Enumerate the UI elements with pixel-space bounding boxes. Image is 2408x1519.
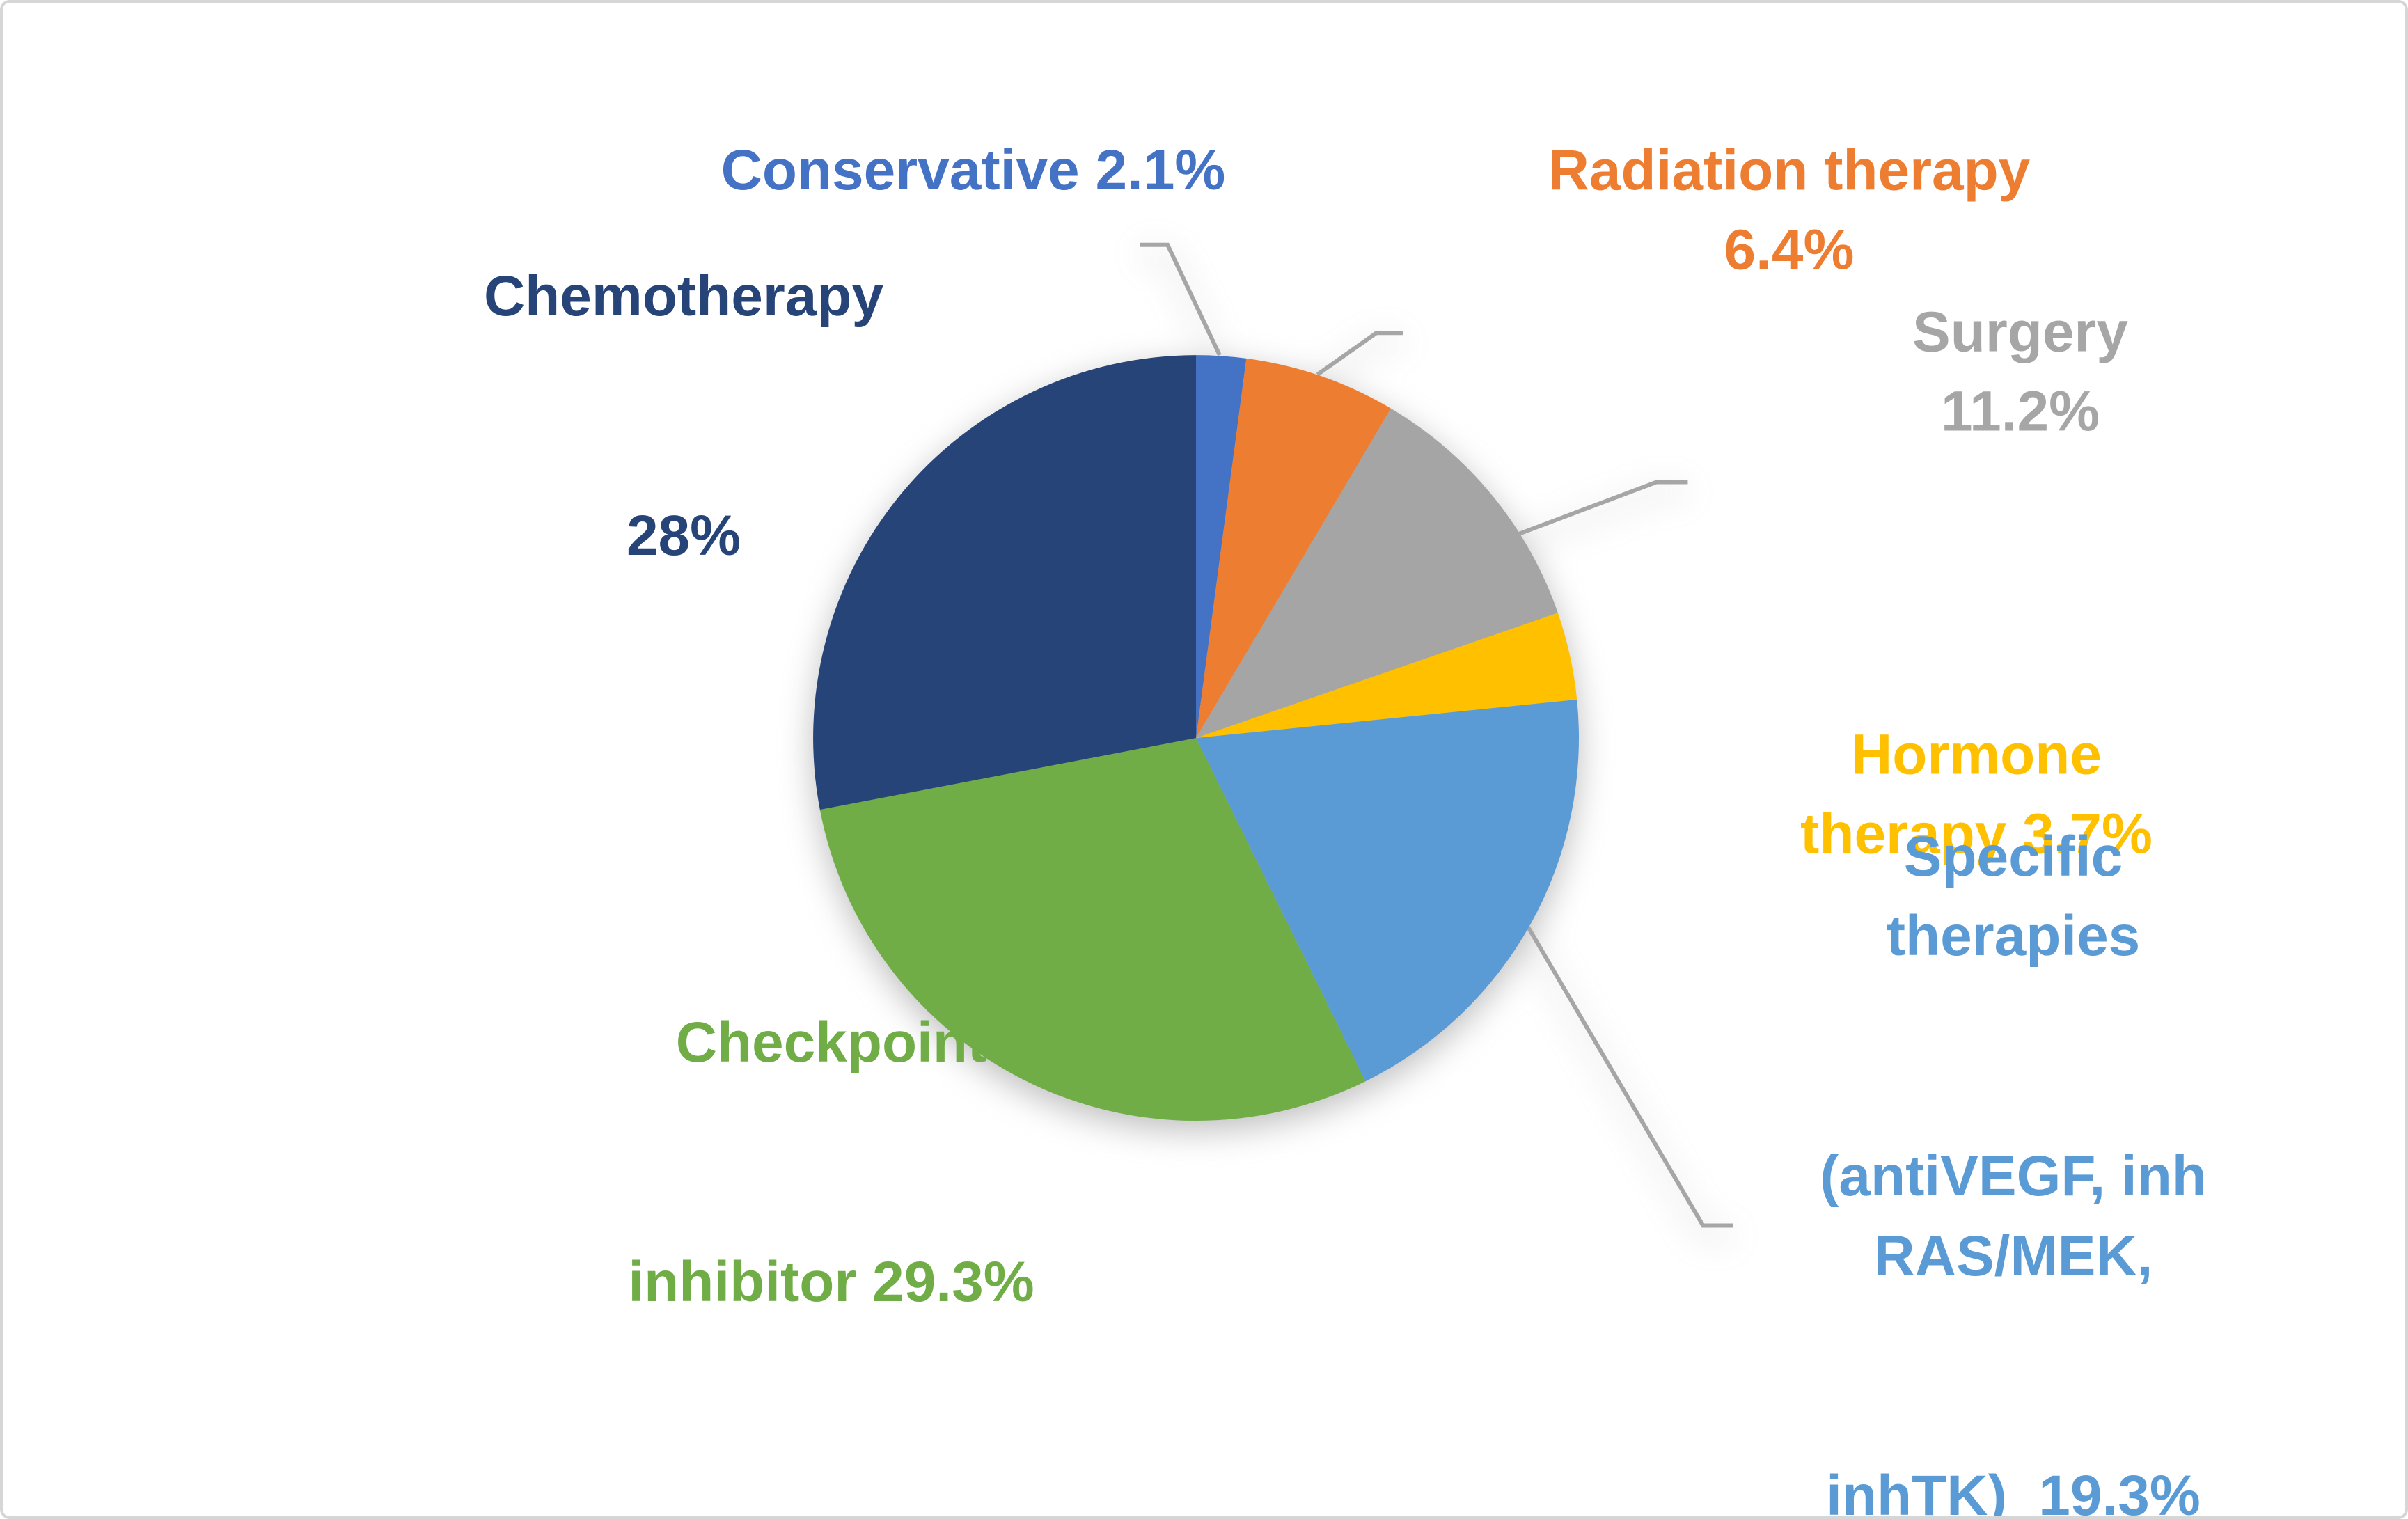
label-hormone-therapy-text: Hormone therapy 3.7% xyxy=(1800,723,2153,866)
label-conservative-text: Conservative 2.1% xyxy=(721,138,1226,202)
pie-slice-chemotherapy xyxy=(813,355,1197,810)
pie-slice-radiation-therapy xyxy=(1196,358,1392,739)
leader-radiation-therapy xyxy=(1316,331,1403,377)
label-radiation-therapy-text: Radiation therapy 6.4% xyxy=(1548,139,2062,282)
pie-slice-conservative xyxy=(1196,355,1247,739)
leader-specific-therapies xyxy=(1526,926,1733,1228)
label-specific-therapies-line2: (antiVEGF, inh RAS/MEK, xyxy=(1820,1144,2223,1288)
label-chemotherapy-line2: 28% xyxy=(626,503,741,567)
label-checkpoint-inhibitor-line2: inhibitor 29.3% xyxy=(628,1250,1034,1314)
label-hormone-therapy: Hormone therapy 3.7% xyxy=(1762,556,2191,1035)
leader-surgery xyxy=(1484,480,1688,549)
leader-lines xyxy=(1140,242,1733,1228)
pie xyxy=(813,355,1580,1121)
label-conservative: Conservative 2.1% xyxy=(721,3,1226,370)
pie-slice-checkpoint-inhibitor xyxy=(819,738,1366,1121)
label-surgery-text: Surgery 11.2% xyxy=(1912,300,2144,443)
pie-slice-hormone-therapy xyxy=(1196,613,1577,739)
label-specific-therapies-line1: Specific therapies xyxy=(1886,824,2141,968)
label-radiation-therapy: Radiation therapy 6.4% xyxy=(1481,3,2098,450)
label-chemotherapy: Chemotherapy 28% xyxy=(484,97,883,736)
label-chemotherapy-line1: Chemotherapy xyxy=(483,264,884,328)
label-surgery: Surgery 11.2% xyxy=(1828,133,2213,613)
label-checkpoint-inhibitor: Checkpoint inhibitor 29.3% xyxy=(628,843,1034,1482)
pie-slice-surgery xyxy=(1196,408,1558,739)
pie-chart xyxy=(813,242,1733,1228)
leader-conservative xyxy=(1140,242,1222,356)
label-checkpoint-inhibitor-line1: Checkpoint xyxy=(675,1010,987,1074)
label-specific-therapies-line3: inhTK) 19.3% xyxy=(1826,1463,2201,1519)
pie-slice-specific-therapies xyxy=(1196,699,1580,1082)
label-specific-therapies: Specific therapies (antiVEGF, inh RAS/ME… xyxy=(1818,657,2223,1519)
